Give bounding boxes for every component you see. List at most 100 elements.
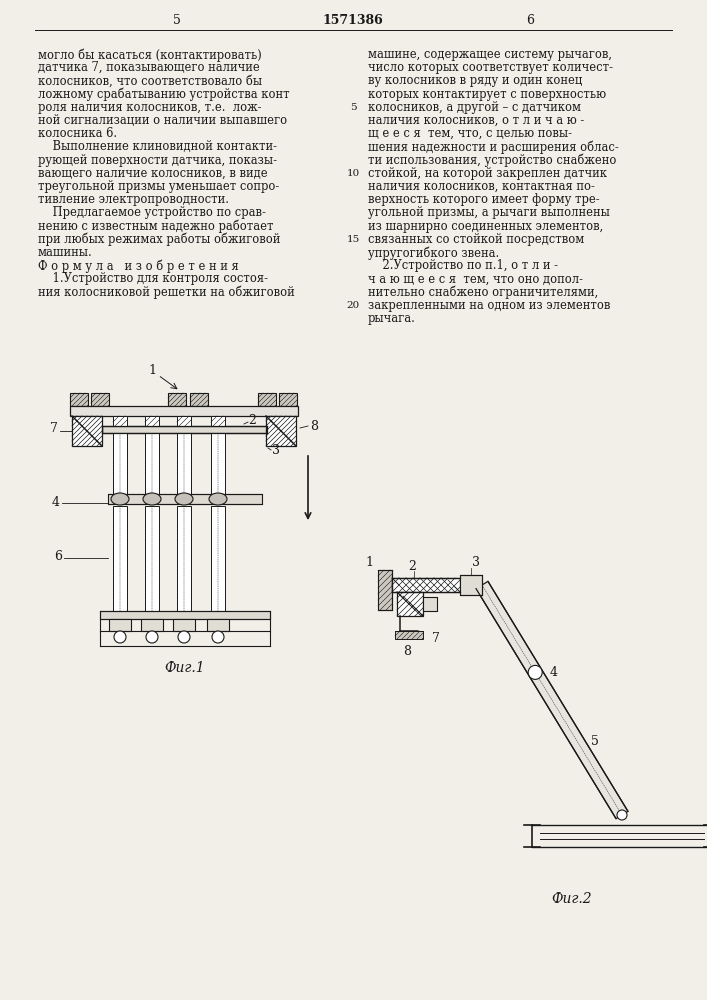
- Bar: [102, 426, 267, 433]
- Text: шения надежности и расширения облас-: шения надежности и расширения облас-: [368, 140, 619, 154]
- Text: машины.: машины.: [38, 246, 93, 259]
- Text: 1.Устройство для контроля состоя-: 1.Устройство для контроля состоя-: [38, 272, 268, 285]
- Text: 2: 2: [408, 560, 416, 572]
- Text: из шарнирно соединенных элементов,: из шарнирно соединенных элементов,: [368, 220, 603, 233]
- Text: 6: 6: [526, 13, 534, 26]
- Text: ной сигнализации о наличии выпавшего: ной сигнализации о наличии выпавшего: [38, 114, 287, 127]
- Text: рующей поверхности датчика, показы-: рующей поверхности датчика, показы-: [38, 154, 277, 167]
- Text: 5: 5: [350, 103, 356, 112]
- Bar: [258, 393, 276, 406]
- Text: 20: 20: [346, 301, 360, 310]
- Text: 7: 7: [432, 633, 440, 646]
- Bar: [177, 433, 191, 498]
- Text: Ф о р м у л а   и з о б р е т е н и я: Ф о р м у л а и з о б р е т е н и я: [38, 259, 239, 273]
- Circle shape: [212, 631, 224, 643]
- Text: упругогибкого звена.: упругогибкого звена.: [368, 246, 499, 259]
- Bar: [145, 506, 159, 611]
- Bar: [378, 570, 392, 610]
- Bar: [108, 494, 262, 504]
- Text: 4: 4: [549, 666, 557, 679]
- Text: тивление электропроводности.: тивление электропроводности.: [38, 193, 229, 206]
- Bar: [211, 433, 225, 498]
- Text: Фиг.2: Фиг.2: [551, 892, 592, 906]
- Bar: [177, 416, 191, 426]
- Text: угольной призмы, а рычаги выполнены: угольной призмы, а рычаги выполнены: [368, 206, 610, 219]
- Text: стойкой, на которой закреплен датчик: стойкой, на которой закреплен датчик: [368, 167, 607, 180]
- Text: колосников, что соответствовало бы: колосников, что соответствовало бы: [38, 74, 262, 87]
- Bar: [168, 393, 186, 406]
- Ellipse shape: [143, 493, 161, 505]
- Bar: [397, 592, 423, 616]
- Text: ти использования, устройство снабжено: ти использования, устройство снабжено: [368, 154, 617, 167]
- Circle shape: [617, 810, 627, 820]
- Text: наличия колосников, о т л и ч а ю -: наличия колосников, о т л и ч а ю -: [368, 114, 584, 127]
- Circle shape: [146, 631, 158, 643]
- Bar: [279, 393, 297, 406]
- Text: датчика 7, показывающего наличие: датчика 7, показывающего наличие: [38, 61, 259, 74]
- Bar: [72, 416, 102, 446]
- Text: Предлагаемое устройство по срав-: Предлагаемое устройство по срав-: [38, 206, 266, 219]
- Circle shape: [528, 665, 542, 679]
- Text: роля наличия колосников, т.е.  лож-: роля наличия колосников, т.е. лож-: [38, 101, 262, 114]
- Bar: [392, 578, 460, 592]
- Bar: [211, 506, 225, 611]
- Text: 10: 10: [346, 169, 360, 178]
- Text: 3: 3: [472, 556, 480, 570]
- Bar: [100, 611, 270, 619]
- Text: ву колосников в ряду и один конец: ву колосников в ряду и один конец: [368, 74, 583, 87]
- Bar: [70, 406, 298, 416]
- Text: число которых соответствует количест-: число которых соответствует количест-: [368, 61, 613, 74]
- Text: треугольной призмы уменьшает сопро-: треугольной призмы уменьшает сопро-: [38, 180, 279, 193]
- Bar: [109, 619, 131, 631]
- Bar: [266, 416, 296, 446]
- Text: 3: 3: [272, 444, 280, 458]
- Bar: [423, 597, 437, 611]
- Ellipse shape: [175, 493, 193, 505]
- Ellipse shape: [209, 493, 227, 505]
- Bar: [211, 416, 225, 426]
- Bar: [145, 433, 159, 498]
- Text: 7: 7: [50, 422, 58, 436]
- Text: нению с известным надежно работает: нению с известным надежно работает: [38, 220, 274, 233]
- Ellipse shape: [111, 493, 129, 505]
- Text: при любых режимах работы обжиговой: при любых режимах работы обжиговой: [38, 233, 281, 246]
- Bar: [190, 393, 208, 406]
- Text: вающего наличие колосников, в виде: вающего наличие колосников, в виде: [38, 167, 268, 180]
- Bar: [207, 619, 229, 631]
- Text: машине, содержащее систему рычагов,: машине, содержащее систему рычагов,: [368, 48, 612, 61]
- Text: связанных со стойкой посредством: связанных со стойкой посредством: [368, 233, 584, 246]
- Bar: [141, 619, 163, 631]
- Bar: [395, 631, 423, 639]
- Text: Фиг.1: Фиг.1: [165, 661, 205, 675]
- Text: колосников, а другой – с датчиком: колосников, а другой – с датчиком: [368, 101, 581, 114]
- Text: 15: 15: [346, 235, 360, 244]
- Text: 1: 1: [365, 556, 373, 568]
- Text: 1: 1: [148, 364, 156, 377]
- Text: верхность которого имеет форму тре-: верхность которого имеет форму тре-: [368, 193, 600, 206]
- Bar: [70, 393, 88, 406]
- Bar: [113, 433, 127, 498]
- Text: Выполнение клиновидной контакти-: Выполнение клиновидной контакти-: [38, 140, 277, 153]
- Text: могло бы касаться (контактировать): могло бы касаться (контактировать): [38, 48, 262, 62]
- Text: ния колосниковой решетки на обжиговой: ния колосниковой решетки на обжиговой: [38, 286, 295, 299]
- Text: 8: 8: [310, 420, 318, 432]
- Bar: [113, 416, 127, 426]
- Bar: [177, 506, 191, 611]
- Text: наличия колосников, контактная по-: наличия колосников, контактная по-: [368, 180, 595, 193]
- Bar: [460, 575, 482, 595]
- Text: которых контактирует с поверхностью: которых контактирует с поверхностью: [368, 88, 606, 101]
- Text: 8: 8: [403, 645, 411, 658]
- Text: щ е е с я  тем, что, с целью повы-: щ е е с я тем, что, с целью повы-: [368, 127, 572, 140]
- Circle shape: [114, 631, 126, 643]
- Text: нительно снабжено ограничителями,: нительно снабжено ограничителями,: [368, 286, 598, 299]
- Bar: [173, 619, 195, 631]
- Polygon shape: [476, 581, 628, 819]
- Text: 6: 6: [54, 550, 62, 562]
- Bar: [145, 416, 159, 426]
- Text: 2: 2: [248, 414, 256, 428]
- Text: 2.Устройство по п.1, о т л и -: 2.Устройство по п.1, о т л и -: [368, 259, 558, 272]
- Text: закрепленными на одном из элементов: закрепленными на одном из элементов: [368, 299, 610, 312]
- Text: рычага.: рычага.: [368, 312, 416, 325]
- Text: 5: 5: [173, 13, 181, 26]
- Text: ч а ю щ е е с я  тем, что оно допол-: ч а ю щ е е с я тем, что оно допол-: [368, 272, 583, 285]
